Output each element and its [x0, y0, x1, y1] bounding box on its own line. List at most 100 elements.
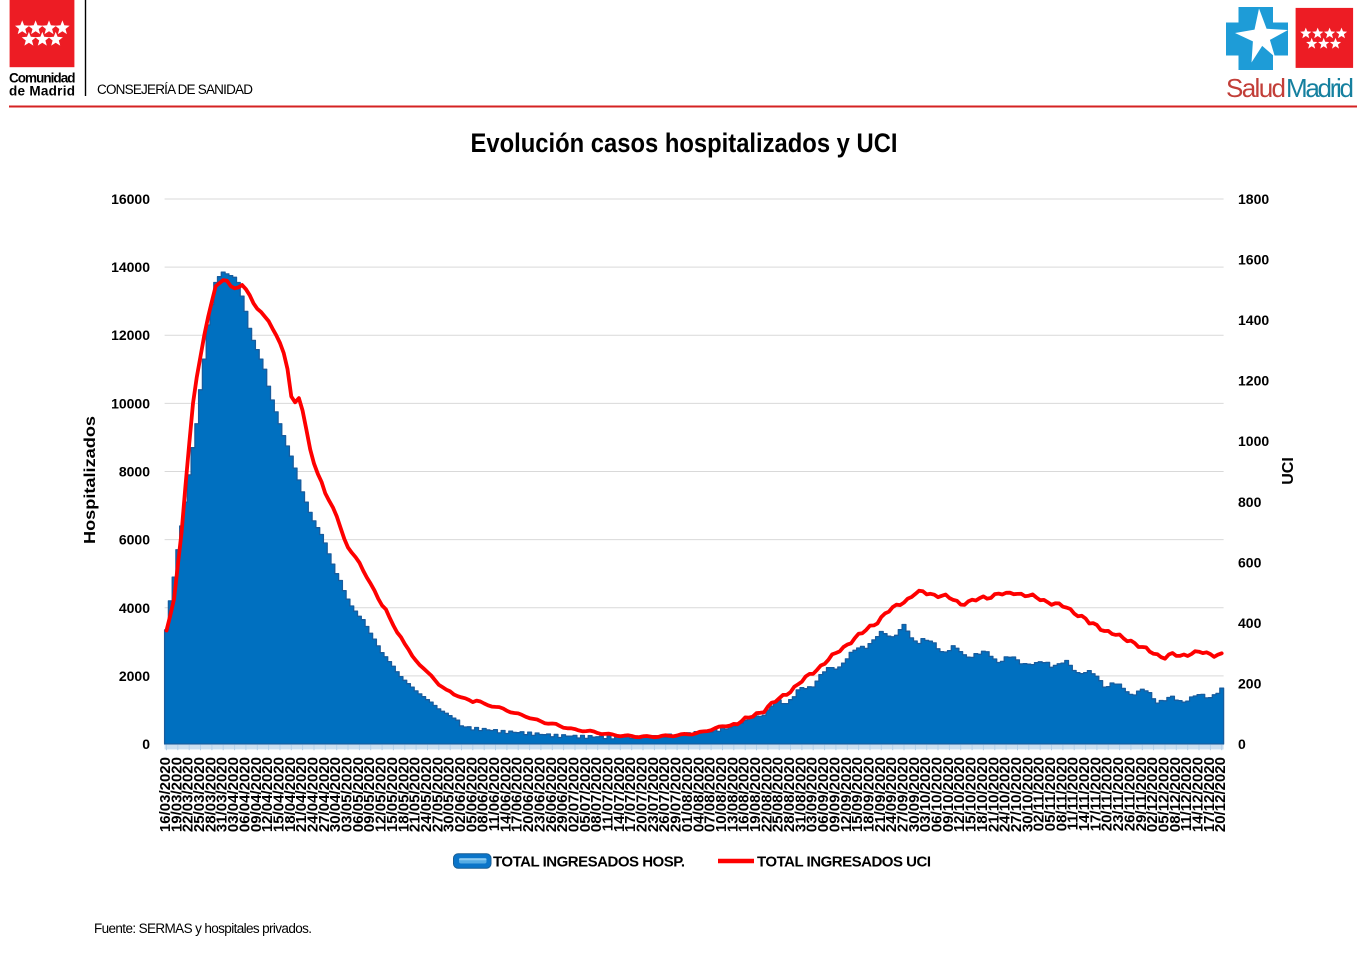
svg-text:17/11/2020: 17/11/2020	[1087, 757, 1104, 831]
svg-text:02/12/2020: 02/12/2020	[1144, 757, 1161, 832]
svg-text:1000: 1000	[1238, 433, 1269, 449]
svg-text:15/09/2020: 15/09/2020	[849, 757, 866, 832]
svg-text:14/06/2020: 14/06/2020	[497, 757, 514, 832]
svg-text:29/06/2020: 29/06/2020	[554, 757, 571, 832]
svg-text:23/06/2020: 23/06/2020	[531, 757, 548, 832]
svg-text:27/05/2020: 27/05/2020	[429, 757, 446, 832]
svg-text:08/07/2020: 08/07/2020	[588, 757, 605, 832]
svg-text:06/05/2020: 06/05/2020	[350, 757, 367, 832]
svg-text:08/12/2020: 08/12/2020	[1167, 757, 1184, 832]
svg-text:200: 200	[1238, 675, 1262, 691]
svg-text:17/12/2020: 17/12/2020	[1201, 757, 1218, 832]
svg-text:29/11/2020: 29/11/2020	[1133, 757, 1150, 831]
svg-text:05/11/2020: 05/11/2020	[1042, 757, 1059, 831]
svg-text:09/04/2020: 09/04/2020	[248, 757, 265, 832]
svg-text:23/11/2020: 23/11/2020	[1110, 757, 1127, 831]
svg-text:16/08/2020: 16/08/2020	[736, 757, 753, 832]
svg-text:20/07/2020: 20/07/2020	[634, 757, 651, 832]
svg-text:12/05/2020: 12/05/2020	[373, 757, 390, 832]
svg-text:0: 0	[142, 736, 150, 752]
svg-text:Hospitalizados: Hospitalizados	[82, 416, 99, 544]
svg-text:4000: 4000	[119, 600, 150, 616]
svg-text:22/03/2020: 22/03/2020	[180, 757, 197, 832]
svg-text:14/07/2020: 14/07/2020	[611, 757, 628, 832]
svg-text:24/10/2020: 24/10/2020	[997, 757, 1014, 832]
svg-text:12/10/2020: 12/10/2020	[951, 757, 968, 832]
svg-text:05/07/2020: 05/07/2020	[577, 757, 594, 832]
svg-text:1400: 1400	[1238, 312, 1269, 328]
svg-text:07/08/2020: 07/08/2020	[702, 757, 719, 832]
svg-text:12/04/2020: 12/04/2020	[259, 757, 276, 832]
svg-text:2000: 2000	[119, 668, 150, 684]
svg-text:15/05/2020: 15/05/2020	[384, 757, 401, 832]
svg-text:10000: 10000	[111, 395, 150, 411]
svg-text:de Madrid: de Madrid	[9, 84, 75, 99]
svg-text:24/04/2020: 24/04/2020	[305, 757, 322, 832]
svg-text:15/04/2020: 15/04/2020	[271, 757, 288, 832]
svg-text:14/11/2020: 14/11/2020	[1076, 757, 1093, 831]
svg-text:TOTAL INGRESADOS HOSP.: TOTAL INGRESADOS HOSP.	[493, 854, 685, 871]
svg-text:30/10/2020: 30/10/2020	[1019, 757, 1036, 832]
svg-text:400: 400	[1238, 615, 1262, 631]
svg-text:0: 0	[1238, 736, 1246, 752]
svg-text:6000: 6000	[119, 532, 150, 548]
svg-text:14/12/2020: 14/12/2020	[1190, 757, 1207, 832]
svg-text:22/08/2020: 22/08/2020	[758, 757, 775, 832]
svg-text:18/04/2020: 18/04/2020	[282, 757, 299, 832]
svg-text:TOTAL INGRESADOS UCI: TOTAL INGRESADOS UCI	[757, 854, 931, 871]
svg-text:19/03/2020: 19/03/2020	[168, 757, 185, 832]
svg-text:04/08/2020: 04/08/2020	[690, 757, 707, 832]
svg-text:24/09/2020: 24/09/2020	[883, 757, 900, 832]
svg-text:600: 600	[1238, 554, 1262, 570]
svg-text:25/08/2020: 25/08/2020	[770, 757, 787, 832]
svg-text:10/08/2020: 10/08/2020	[713, 757, 730, 832]
svg-text:1600: 1600	[1238, 252, 1269, 268]
svg-text:03/04/2020: 03/04/2020	[225, 757, 242, 832]
svg-text:03/10/2020: 03/10/2020	[917, 757, 934, 832]
svg-text:1200: 1200	[1238, 373, 1269, 389]
svg-text:26/07/2020: 26/07/2020	[656, 757, 673, 832]
svg-text:20/12/2020: 20/12/2020	[1212, 757, 1229, 832]
svg-text:11/11/2020: 11/11/2020	[1065, 757, 1082, 830]
svg-text:30/05/2020: 30/05/2020	[441, 757, 458, 832]
svg-text:09/10/2020: 09/10/2020	[940, 757, 957, 832]
svg-text:31/03/2020: 31/03/2020	[214, 757, 231, 832]
svg-text:27/09/2020: 27/09/2020	[895, 757, 912, 832]
svg-text:12/09/2020: 12/09/2020	[838, 757, 855, 832]
svg-text:15/10/2020: 15/10/2020	[963, 757, 980, 832]
svg-text:02/11/2020: 02/11/2020	[1031, 757, 1048, 831]
svg-text:Madrid: Madrid	[1286, 73, 1354, 103]
svg-text:27/10/2020: 27/10/2020	[1008, 757, 1025, 832]
svg-text:21/05/2020: 21/05/2020	[407, 757, 424, 832]
svg-text:20/11/2020: 20/11/2020	[1099, 757, 1116, 831]
svg-text:11/06/2020: 11/06/2020	[486, 757, 503, 831]
svg-text:08/11/2020: 08/11/2020	[1053, 757, 1070, 831]
svg-text:01/08/2020: 01/08/2020	[679, 757, 696, 832]
svg-text:09/05/2020: 09/05/2020	[361, 757, 378, 832]
svg-text:11/07/2020: 11/07/2020	[600, 757, 617, 831]
svg-text:26/06/2020: 26/06/2020	[543, 757, 560, 832]
svg-text:30/09/2020: 30/09/2020	[906, 757, 923, 832]
svg-text:02/06/2020: 02/06/2020	[452, 757, 469, 832]
svg-text:UCI: UCI	[1280, 457, 1297, 485]
svg-text:05/06/2020: 05/06/2020	[463, 757, 480, 832]
svg-text:18/05/2020: 18/05/2020	[395, 757, 412, 832]
svg-text:08/06/2020: 08/06/2020	[475, 757, 492, 832]
svg-text:06/10/2020: 06/10/2020	[929, 757, 946, 832]
svg-text:14000: 14000	[111, 259, 150, 275]
svg-text:Salud: Salud	[1226, 73, 1286, 103]
svg-text:19/08/2020: 19/08/2020	[747, 757, 764, 832]
svg-text:16000: 16000	[111, 191, 150, 207]
svg-text:05/12/2020: 05/12/2020	[1156, 757, 1173, 832]
svg-text:29/07/2020: 29/07/2020	[668, 757, 685, 832]
svg-text:13/08/2020: 13/08/2020	[724, 757, 741, 832]
svg-text:27/04/2020: 27/04/2020	[316, 757, 333, 832]
svg-text:25/03/2020: 25/03/2020	[191, 757, 208, 832]
svg-text:26/11/2020: 26/11/2020	[1121, 757, 1138, 831]
svg-text:28/08/2020: 28/08/2020	[781, 757, 798, 832]
svg-text:CONSEJERÍA DE SANIDAD: CONSEJERÍA DE SANIDAD	[97, 82, 253, 97]
svg-text:03/09/2020: 03/09/2020	[804, 757, 821, 832]
svg-text:1800: 1800	[1238, 191, 1269, 207]
svg-text:09/09/2020: 09/09/2020	[826, 757, 843, 832]
svg-text:12000: 12000	[111, 327, 150, 343]
